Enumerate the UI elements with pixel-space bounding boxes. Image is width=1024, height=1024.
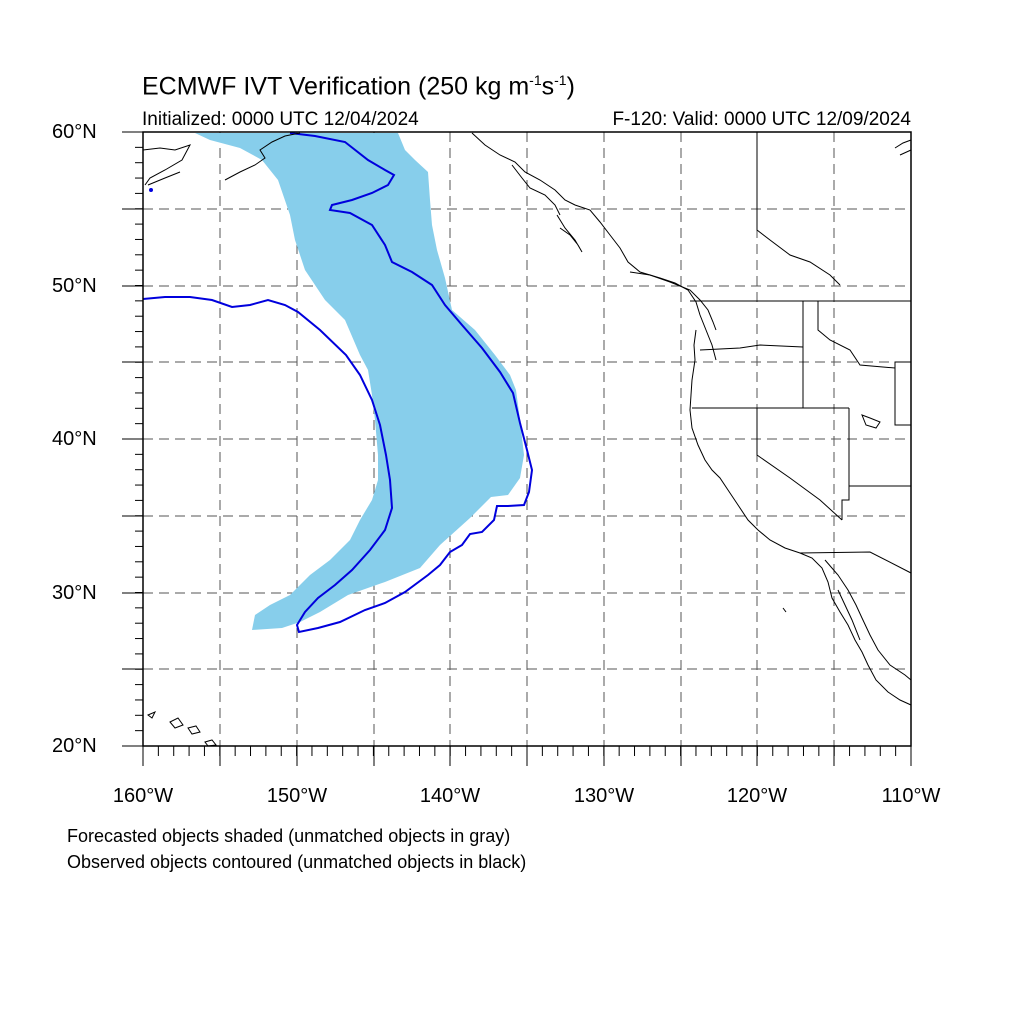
valid-time: F-120: Valid: 0000 UTC 12/09/2024 (612, 109, 911, 130)
lat-label-30n: 30°N (52, 582, 97, 604)
observed-small-object (149, 188, 153, 192)
lon-label-110w: 110°W (881, 785, 941, 807)
title-exponent-1: -1 (529, 72, 542, 88)
title-end: ) (566, 72, 575, 101)
legend-forecast-note: Forecasted objects shaded (unmatched obj… (67, 826, 511, 846)
title-exponent-2: -1 (554, 72, 567, 88)
lon-label-120w: 120°W (726, 785, 788, 807)
lon-label-160w: 160°W (112, 785, 174, 807)
coastlines (142, 132, 912, 747)
lat-label-60n: 60°N (52, 121, 97, 143)
state-borders (690, 132, 912, 574)
lon-label-130w: 130°W (573, 785, 635, 807)
initialized-time: Initialized: 0000 UTC 12/04/2024 (142, 109, 419, 130)
title-mid: s (541, 72, 555, 101)
grid-lines (143, 132, 911, 746)
lat-label-40n: 40°N (52, 428, 97, 450)
forecast-ivt-object (195, 133, 524, 630)
lat-label-20n: 20°N (52, 735, 97, 757)
title-main: ECMWF IVT Verification (250 kg m (142, 72, 530, 101)
lon-label-150w: 150°W (266, 785, 328, 807)
legend-observed-note: Observed objects contoured (unmatched ob… (67, 852, 527, 872)
lon-label-140w: 140°W (419, 785, 481, 807)
minor-tick-marks (135, 131, 912, 756)
page-title: ECMWF IVT Verification (250 kg m-1s-1) (142, 72, 575, 101)
observed-ivt-contour (142, 132, 534, 634)
lat-label-50n: 50°N (52, 275, 97, 297)
